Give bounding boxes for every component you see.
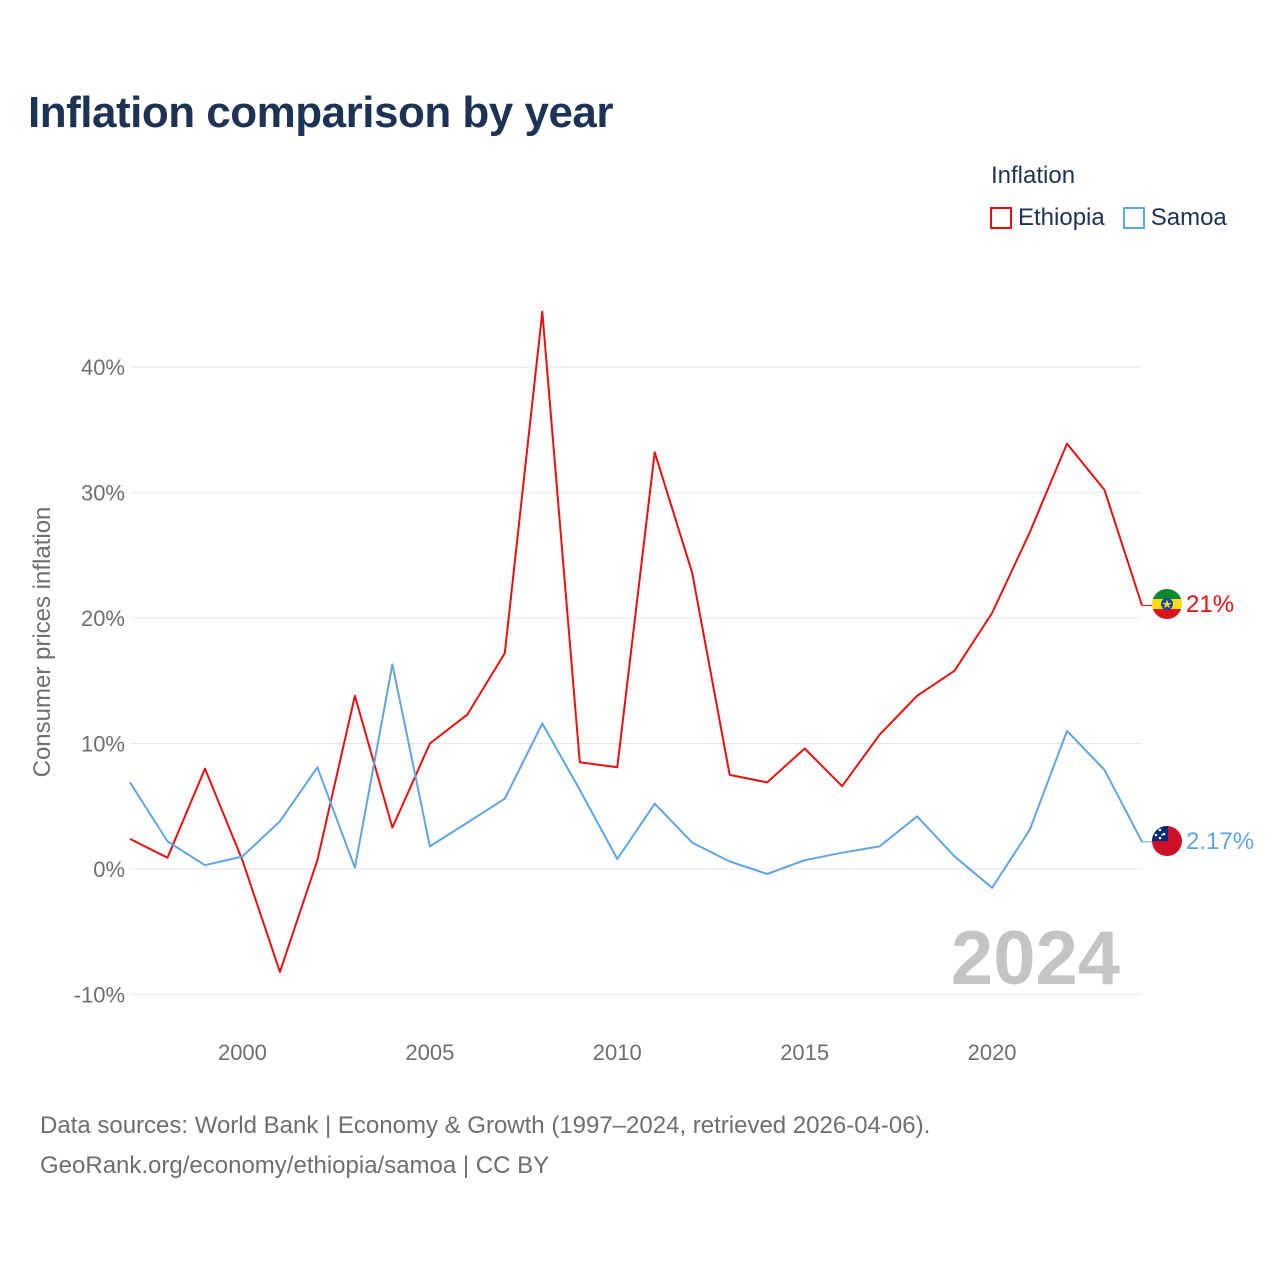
samoa-end-label: 2.17% [1186,828,1254,855]
y-tick-label: 30% [81,481,125,506]
source-line-1: Data sources: World Bank | Economy & Gro… [40,1112,931,1139]
ethiopia-flag-icon [1152,589,1182,619]
legend-label-ethiopia: Ethiopia [1018,204,1105,231]
legend-swatch-ethiopia [990,207,1012,229]
legend-swatch-samoa [1122,207,1145,229]
x-tick-label: 2010 [593,1040,642,1065]
x-tick-label: 2005 [405,1040,454,1065]
chart-title: Inflation comparison by year [28,88,614,137]
legend-title: Inflation [991,162,1076,189]
y-tick-label: 0% [93,857,125,882]
y-axis-ticks: -10% 0% 10% 20% 30% 40% [74,355,125,1008]
series-lines [129,310,1152,973]
x-tick-label: 2015 [780,1040,829,1065]
y-tick-label: 20% [81,606,125,631]
y-tick-label: 10% [81,732,125,757]
samoa-flag-icon [1152,826,1182,856]
series-line-samoa[interactable] [129,663,1143,889]
y-tick-label: 40% [81,355,125,380]
x-tick-label: 2020 [968,1040,1017,1065]
legend-item-samoa[interactable]: Samoa [1122,204,1227,232]
y-tick-label: -10% [74,983,125,1008]
legend-item-ethiopia[interactable]: Ethiopia [990,204,1105,232]
year-watermark: 2024 [951,916,1120,1001]
x-tick-label: 2000 [218,1040,267,1065]
x-axis-ticks: 2000 2005 2010 2015 2020 [218,1040,1017,1065]
legend-label-samoa: Samoa [1150,204,1227,231]
source-line-2[interactable]: GeoRank.org/economy/ethiopia/samoa | CC … [40,1152,550,1179]
source-note: Data sources: World Bank | Economy & Gro… [40,1106,930,1186]
gridlines [130,366,1142,995]
legend: Ethiopia Samoa [990,204,1227,232]
ethiopia-end-label: 21% [1186,591,1234,618]
y-axis-label: Consumer prices inflation [29,507,56,778]
series-line-ethiopia[interactable] [129,310,1143,973]
